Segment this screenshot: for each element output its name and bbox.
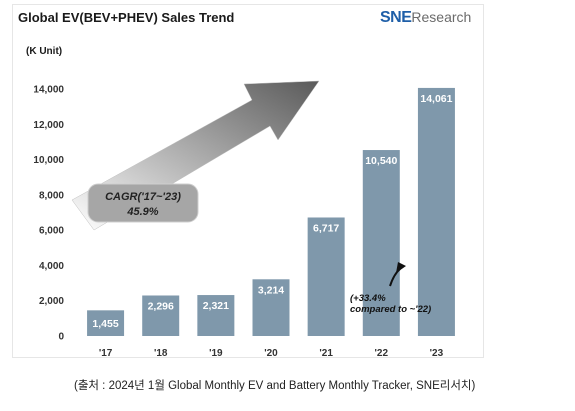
- bar-value-label: 3,214: [258, 284, 284, 296]
- bar-17: [87, 310, 125, 336]
- bar-value-label: 10,540: [365, 155, 397, 167]
- x-tick-label: '20: [264, 348, 278, 356]
- bar-19: [197, 295, 235, 336]
- bar-20: [252, 279, 290, 336]
- curved-arrow-head-icon: [396, 262, 406, 273]
- bar-value-label: 1,455: [92, 318, 118, 330]
- cagr-callout: CAGR('17~'23) 45.9%: [87, 183, 199, 223]
- x-tick-label: '22: [375, 348, 389, 356]
- x-tick-label: '17: [99, 348, 113, 356]
- bar-value-label: 2,296: [148, 300, 174, 312]
- y-tick-label: 8,000: [39, 190, 64, 201]
- source-text: (출처 : 2024년 1월 Global Monthly EV and Bat…: [74, 380, 476, 392]
- cagr-label: CAGR('17~'23): [105, 191, 181, 203]
- bars: 1,455 2,296 2,321 3,214 6,717 10,540 14,061: [87, 87, 455, 336]
- y-tick-label: 14,000: [33, 85, 64, 96]
- bar-22: [362, 150, 400, 336]
- bar-value-label: 6,717: [313, 222, 339, 234]
- y-tick-label: 4,000: [39, 261, 64, 272]
- y-tick-label: 2,000: [39, 296, 64, 307]
- bar-chart: Global EV(BEV+PHEV) Sales Trend (K Unit)…: [18, 10, 455, 356]
- bar-18: [142, 295, 180, 336]
- bar-value-label: 2,321: [203, 300, 229, 312]
- chart-frame: [12, 4, 484, 358]
- y-tick-label: 0: [58, 332, 64, 343]
- chart-title: Global EV(BEV+PHEV) Sales Trend: [18, 10, 234, 25]
- x-tick-label: '23: [430, 348, 444, 356]
- x-tick-label: '18: [154, 348, 168, 356]
- x-tick-label: '21: [319, 348, 333, 356]
- growth-annotation-line2: compared to ~'22): [350, 304, 431, 315]
- source-footnote: (출처 : 2024년 1월 Global Monthly EV and Bat…: [74, 377, 475, 393]
- logo-brand: SNE: [380, 9, 412, 26]
- y-tick-label: 6,000: [39, 226, 64, 237]
- bar-23: [417, 87, 455, 336]
- growth-annotation-line1: (+33.4%: [350, 293, 386, 304]
- x-tick-label: '19: [209, 348, 223, 356]
- unit-label: (K Unit): [26, 46, 62, 57]
- growth-annotation: (+33.4% compared to ~'22): [350, 262, 431, 315]
- y-axis: 0 2,000 4,000 6,000 8,000 10,000 12,000 14,000: [33, 85, 64, 343]
- logo-suffix: Research: [411, 9, 472, 25]
- cagr-value: 45.9%: [126, 206, 158, 218]
- bar-21: [307, 217, 345, 336]
- sne-research-logo: SNEResearch: [380, 9, 471, 27]
- y-tick-label: 12,000: [33, 120, 64, 131]
- bar-value-label: 14,061: [420, 93, 452, 105]
- y-tick-label: 10,000: [33, 155, 64, 166]
- x-axis: '17 '18 '19 '20 '21 '22 '23: [99, 348, 444, 356]
